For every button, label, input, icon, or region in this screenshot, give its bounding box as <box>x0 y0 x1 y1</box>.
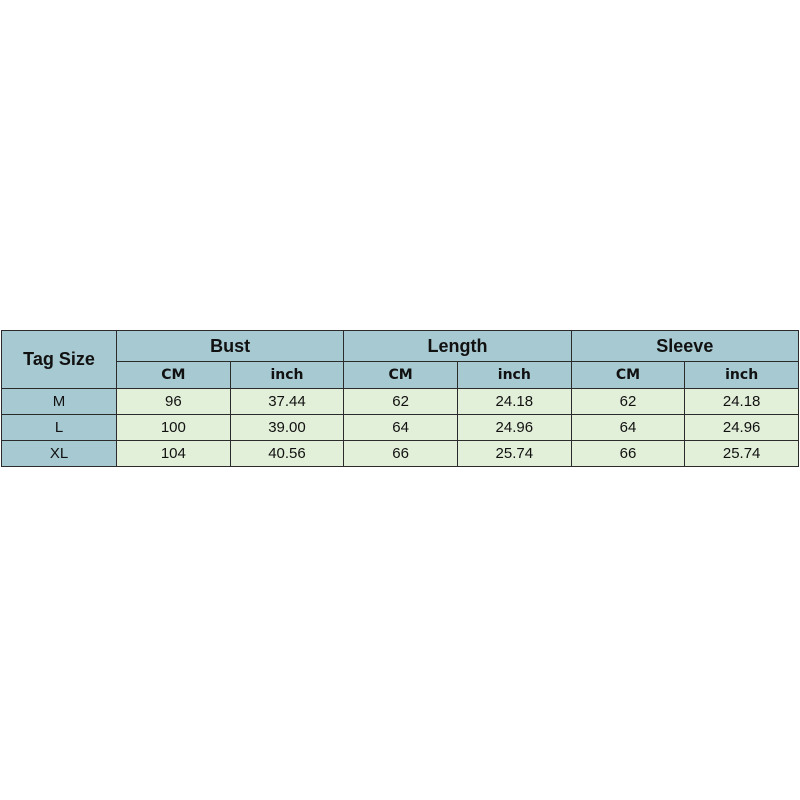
size-label: L <box>1 414 117 441</box>
unit-header: inch <box>456 361 572 389</box>
table-row: XL 104 40.56 66 25.74 66 25.74 <box>1 440 799 467</box>
table-row: CM inch CM inch CM inch <box>2 361 799 389</box>
measurement: 66 <box>570 440 686 467</box>
unit-header: CM <box>343 361 458 389</box>
size-label: M <box>1 388 117 415</box>
measurement: 104 <box>116 440 231 467</box>
measurement: 40.56 <box>229 440 345 467</box>
unit-header: CM <box>116 361 231 389</box>
group-header: Sleeve <box>570 330 800 362</box>
measurement: 100 <box>116 414 231 441</box>
measurement: 25.74 <box>684 440 799 467</box>
measurement: 24.96 <box>684 414 799 441</box>
measurement: 24.96 <box>456 414 572 441</box>
measurement: 39.00 <box>229 414 345 441</box>
group-header: Bust <box>115 330 345 362</box>
size-label: XL <box>1 440 117 467</box>
unit-header: inch <box>684 361 799 389</box>
measurement: 37.44 <box>229 388 345 415</box>
measurement: 24.18 <box>684 388 799 415</box>
size-table: Tag Size Bust Length Sleeve CM inch CM inch CM in… <box>1 330 800 467</box>
unit-header: inch <box>229 361 345 389</box>
measurement: 24.18 <box>456 388 572 415</box>
measurement: 64 <box>343 414 458 441</box>
measurement: 96 <box>116 388 231 415</box>
measurement: 62 <box>343 388 458 415</box>
measurement: 66 <box>343 440 458 467</box>
measurement: 62 <box>570 388 686 415</box>
table-row: Tag Size Bust Length Sleeve <box>1 330 800 389</box>
table-row: M 96 37.44 62 24.18 62 24.18 <box>1 388 799 415</box>
corner-header: Tag Size <box>1 330 117 389</box>
table-row: L 100 39.00 64 24.96 64 24.96 <box>1 414 799 441</box>
measurement: 25.74 <box>456 440 572 467</box>
group-header: Length <box>343 330 572 362</box>
measurement: 64 <box>570 414 686 441</box>
unit-header: CM <box>570 361 686 389</box>
